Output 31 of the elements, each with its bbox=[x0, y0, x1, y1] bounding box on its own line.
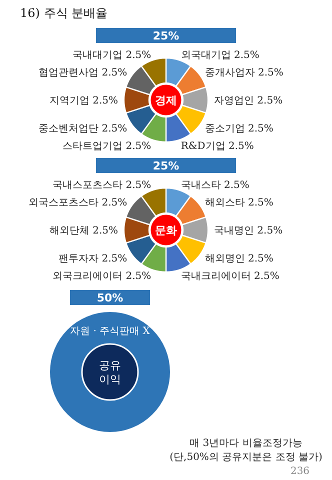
slice-label: 외국대기업 2.5% bbox=[180, 50, 260, 61]
text: (단,50%의 공유지분은 조정 불가) bbox=[170, 452, 322, 463]
slice-label: 해외단체 2.5% bbox=[49, 226, 118, 236]
slice-label: 국내스포츠스타 2.5% bbox=[52, 180, 152, 191]
slice-label: 국내명인 2.5% bbox=[214, 226, 283, 236]
slice-label: R&D기업 2.5% bbox=[180, 141, 254, 152]
slice-label: 해외스타 2.5% bbox=[204, 197, 274, 208]
text: 16) 주식 분배율 bbox=[20, 6, 108, 20]
slice-label: 중소기업 2.5% bbox=[204, 124, 274, 135]
text: 자원 · 주식판매 X bbox=[70, 326, 151, 337]
slice-label: 외국크리에이터 2.5% bbox=[52, 271, 152, 282]
chart-title: 25% bbox=[152, 30, 180, 42]
slice-label: 지역기업 2.5% bbox=[49, 96, 118, 106]
slice-label: 국내대기업 2.5% bbox=[72, 50, 152, 61]
text: 50% bbox=[96, 292, 124, 304]
chart-title: 25% bbox=[152, 160, 180, 172]
slice-label: 외국스포츠스타 2.5% bbox=[28, 197, 128, 208]
slice-label: 중개사업자 2.5% bbox=[204, 67, 284, 78]
slice-label: 국내크리에이터 2.5% bbox=[180, 271, 280, 282]
text: 문화 bbox=[155, 224, 177, 237]
text: 공유 이익 bbox=[99, 359, 121, 386]
slice-label: 협업관련사업 2.5% bbox=[38, 67, 128, 78]
slice-label: 스타트업기업 2.5% bbox=[62, 141, 152, 152]
slice-label: 국내스타 2.5% bbox=[180, 180, 250, 191]
text: 매 3년마다 비율조정가능 bbox=[190, 438, 302, 449]
text: 경제 bbox=[155, 94, 177, 107]
slice-label: 해외명인 2.5% bbox=[204, 254, 274, 265]
slice-label: 팬투자자 2.5% bbox=[58, 254, 128, 265]
slice-label: 자영업인 2.5% bbox=[214, 96, 283, 106]
slice-label: 중소벤처업단 2.5% bbox=[38, 124, 128, 135]
text: 236 bbox=[290, 466, 310, 477]
